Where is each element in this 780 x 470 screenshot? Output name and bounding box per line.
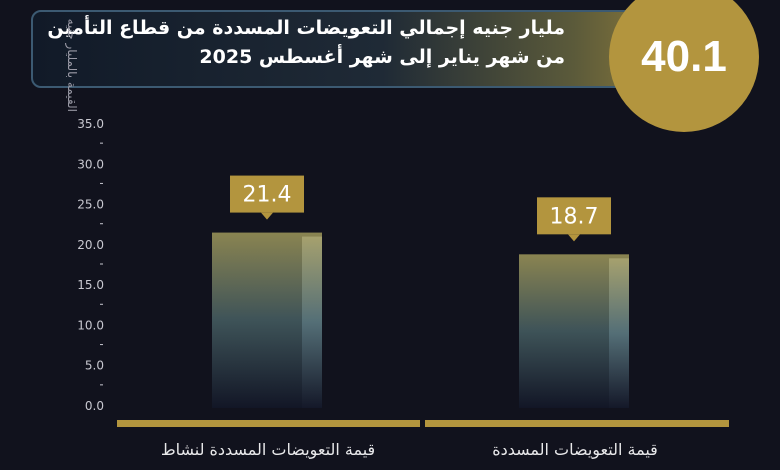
baseline-right <box>425 420 729 427</box>
y-minor-tick <box>100 263 103 265</box>
y-tick-label: 15.0 <box>77 278 104 292</box>
y-minor-tick <box>100 384 103 386</box>
data-label-box <box>230 175 304 213</box>
y-tick-label: 10.0 <box>77 318 104 332</box>
y-minor-tick <box>100 223 103 225</box>
page-title: مليار جنيه إجمالي التعويضات المسددة من ق… <box>47 17 565 68</box>
data-label: 18.7 <box>550 204 599 229</box>
bar-highlight <box>609 258 629 408</box>
y-minor-tick <box>100 182 103 184</box>
data-label-box <box>537 197 611 235</box>
y-tick-label: 30.0 <box>77 157 104 171</box>
title-banner <box>31 10 671 88</box>
y-minor-tick <box>100 344 103 346</box>
bar-highlight <box>302 236 322 408</box>
y-minor-tick <box>100 142 103 144</box>
y-tick-label: 25.0 <box>77 198 104 212</box>
y-tick-label: 20.0 <box>77 238 104 252</box>
category-label-1: قيمة التعويضات المسددة <box>492 440 658 459</box>
y-minor-tick <box>100 303 103 305</box>
y-tick-label: 35.0 <box>77 117 104 131</box>
baseline-left <box>117 420 420 427</box>
data-label: 21.4 <box>243 183 292 208</box>
y-tick-label: 5.0 <box>85 359 104 373</box>
data-label-pointer <box>261 212 273 220</box>
total-badge: 40.1 <box>609 0 759 132</box>
category-label-0: قيمة التعويضات المسددة لنشاط <box>160 440 376 459</box>
y-axis-label: القيمة بالمليار جنيه <box>64 19 79 112</box>
y-tick-label: 0.0 <box>85 399 104 413</box>
data-label-pointer <box>568 234 580 242</box>
